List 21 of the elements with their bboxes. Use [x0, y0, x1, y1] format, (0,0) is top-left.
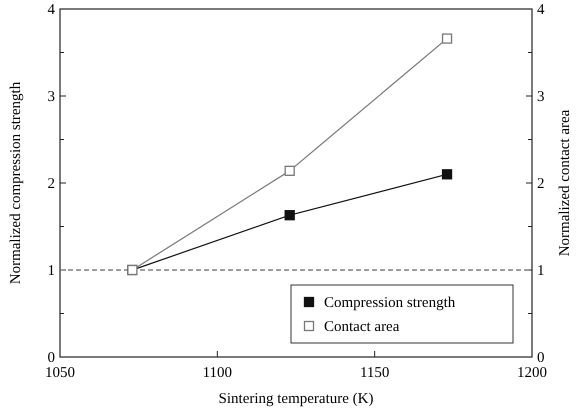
x-tick-label: 1050: [45, 365, 75, 381]
x-tick-label: 1100: [202, 365, 232, 381]
y-axis-title: Normalized compression strength: [8, 81, 24, 284]
y2-tick-label: 1: [537, 263, 544, 279]
y-tick-label: 3: [48, 89, 55, 105]
y2-tick-label: 2: [537, 176, 544, 192]
y-tick-label: 4: [48, 2, 56, 18]
y-tick-label: 2: [48, 176, 55, 192]
x-axis-title: Sintering temperature (K): [218, 391, 374, 407]
y2-axis-title: Normalized contact area: [557, 109, 573, 256]
y-tick-label: 1: [48, 263, 55, 279]
y2-tick-label: 4: [537, 2, 545, 18]
point: [284, 166, 295, 176]
y-tick-label: 0: [48, 350, 55, 366]
y2-tick-label: 0: [537, 350, 544, 366]
legend-label: Compression strength: [324, 295, 456, 311]
legend-label: Contact area: [324, 319, 400, 335]
x-tick-label: 1200: [517, 365, 547, 381]
x-tick-label: 1150: [360, 365, 390, 381]
point: [442, 33, 452, 44]
y2-tick-label: 3: [537, 89, 544, 105]
